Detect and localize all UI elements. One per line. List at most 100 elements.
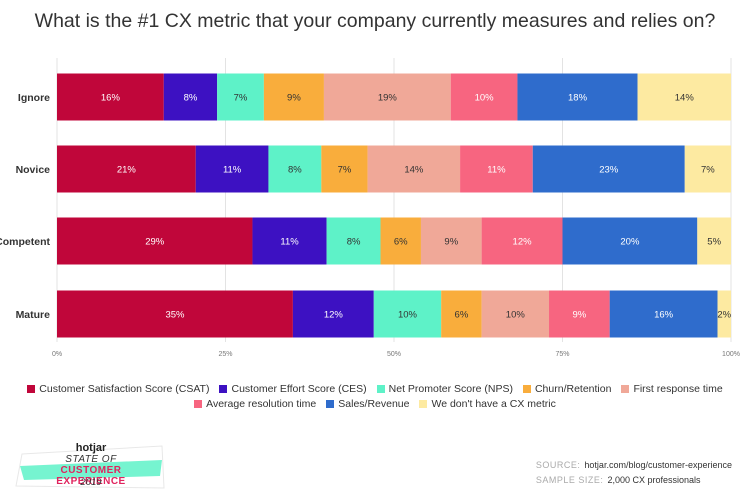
bar-segment [697,217,731,265]
data-label: 19% [378,93,398,104]
bar-segment [609,290,718,338]
legend-swatch [621,385,630,393]
bar-segment [252,217,327,265]
data-label: 7% [338,165,352,176]
data-label: 6% [394,237,408,248]
chart-legend: Customer Satisfaction Score (CSAT) Custom… [10,383,740,410]
chart-title: What is the #1 CX metric that your compa… [34,10,716,32]
legend-item: Sales/Revenue [326,398,409,410]
legend-item: We don't have a CX metric [419,398,556,410]
sample-label: SAMPLE SIZE: [535,475,604,485]
category-label: Competent [0,236,50,248]
hotjar-logo: hotjar STATE OF CUSTOMER EXPERIENCE 2019 [12,440,172,490]
x-tick-label: 25% [218,351,232,358]
data-label: 9% [572,310,586,321]
bar-segment [562,217,698,265]
category-label: Mature [16,309,51,321]
bar-segment [373,290,442,338]
legend-label: First response time [633,383,723,395]
legend-label: Average resolution time [206,398,317,410]
logo-year: 2019 [80,477,102,488]
data-label: 16% [101,93,121,104]
data-label: 11% [223,165,242,176]
data-label: 14% [404,165,424,176]
logo-brand: hotjar [75,442,107,454]
bar-segment [163,73,218,121]
bar-segment [323,73,451,121]
data-label: 10% [398,310,418,321]
x-tick-label: 100% [722,351,740,358]
bar-segment [549,290,610,338]
logo-line1: STATE OF [65,454,117,465]
data-label: 10% [475,93,495,104]
legend-label: Customer Effort Score (CES) [231,383,367,395]
data-label: 18% [568,93,588,104]
bar-segment [263,73,324,121]
legend-item: Churn/Retention [522,383,612,395]
x-tick-label: 75% [555,351,569,358]
legend-swatch [376,385,385,393]
data-label: 20% [620,237,640,248]
bar-segment [57,290,293,338]
bar-segment [481,290,550,338]
source-value: hotjar.com/blog/customer-experience [584,460,732,470]
chart-footer: SOURCE: hotjar.com/blog/customer-experien… [536,458,732,488]
data-label: 21% [117,165,137,176]
data-label: 9% [444,237,458,248]
data-label: 8% [347,237,361,248]
legend-item: Average resolution time [194,398,316,410]
category-label: Ignore [18,92,50,104]
legend-item: Customer Satisfaction Score (CSAT) [27,383,209,395]
legend-swatch [326,400,335,408]
legend-swatch [419,400,428,408]
source-label: SOURCE: [535,460,581,470]
bar-segment [57,217,253,265]
data-label: 16% [654,310,674,321]
bar-segment [321,145,368,193]
bar-segment [217,73,264,121]
bar-segment [420,217,482,265]
legend-label: Sales/Revenue [338,398,410,410]
bar-segment [268,145,322,193]
data-label: 35% [165,310,185,321]
data-label: 11% [487,165,506,176]
data-label: 7% [234,93,248,104]
bar-segment [481,217,563,265]
data-label: 5% [707,237,721,248]
legend-item: First response time [621,383,723,395]
logo-background-shape [15,445,165,489]
bar-segment [517,73,638,121]
data-label: 12% [513,237,533,248]
bar-segment [637,73,731,121]
legend-swatch [194,400,203,408]
data-label: 8% [288,165,302,176]
bar-segment [367,145,461,193]
bar-segment [532,145,685,193]
legend-label: Churn/Retention [534,383,612,395]
data-label: 9% [287,93,301,104]
bar-segment [292,290,374,338]
source-line: SOURCE: hotjar.com/blog/customer-experien… [536,458,732,473]
bar-segment [57,73,164,121]
legend-label: Net Promoter Score (NPS) [388,383,513,395]
data-label: 8% [184,93,198,104]
bar-segment [717,290,731,338]
bar-segment [57,145,196,193]
category-label: Novice [16,164,51,176]
data-label: 6% [455,310,469,321]
x-tick-label: 0% [52,351,62,358]
legend-label: Customer Satisfaction Score (CSAT) [39,383,210,395]
bar-segment [450,73,518,121]
bar-segment [441,290,482,338]
legend-swatch [522,385,531,393]
legend-swatch [27,385,36,393]
legend-label: We don't have a CX metric [431,398,556,410]
data-label: 29% [145,237,165,248]
sample-line: SAMPLE SIZE: 2,000 CX professionals [536,473,732,488]
sample-value: 2,000 CX professionals [607,475,701,485]
data-label: 2% [717,310,731,321]
bar-segment [195,145,269,193]
data-label: 23% [599,165,619,176]
data-label: 10% [506,310,526,321]
bar-segment [380,217,421,265]
